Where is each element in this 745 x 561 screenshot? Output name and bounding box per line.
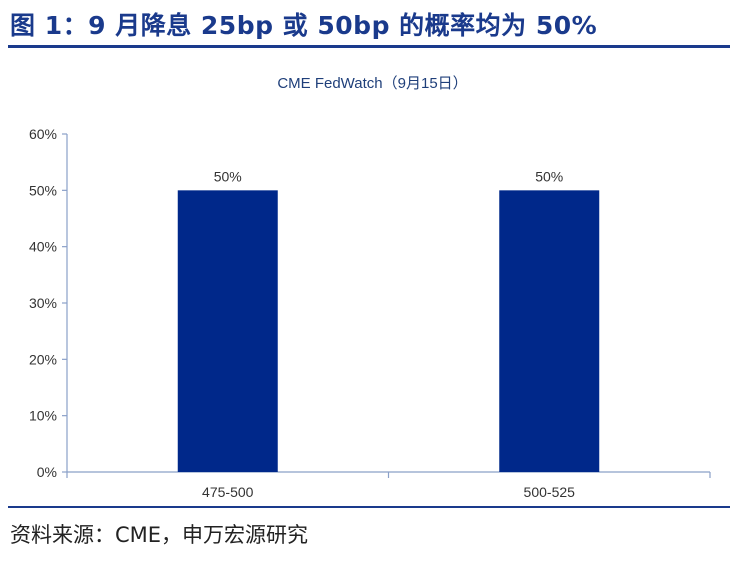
x-axis: 475-500 500-525 (66, 471, 711, 500)
y-tick-label: 20% (29, 351, 57, 367)
bar-series: 50% 50% (177, 168, 600, 473)
y-tick-label: 10% (29, 408, 57, 424)
y-tick-label: 30% (29, 295, 57, 311)
chart-title: CME FedWatch（9月15日） (277, 75, 468, 92)
bar-500-525 (499, 190, 600, 473)
y-tick-label: 50% (29, 182, 57, 198)
bar-chart: 0%10%20%30%40%50%60% 475-500 500-525 50% 5… (29, 126, 711, 500)
y-tick-label: 40% (29, 239, 57, 255)
footer-divider (8, 506, 730, 508)
x-category-label: 500-525 (524, 484, 576, 500)
figure-title: 图 1：9 月降息 25bp 或 50bp 的概率均为 50% (10, 11, 598, 40)
y-axis: 0% 10% 20% 30% 40% 50% 60% (29, 126, 68, 480)
bar-value-label: 50% (214, 168, 242, 184)
source-note: 资料来源：CME，申万宏源研究 (10, 523, 309, 547)
bar-475-500 (177, 190, 278, 473)
y-tick-label: 60% (29, 126, 57, 142)
y-tick-label: 0% (37, 464, 57, 480)
x-category-label: 475-500 (202, 484, 254, 500)
bar-value-label: 50% (535, 168, 563, 184)
title-divider (8, 45, 730, 48)
